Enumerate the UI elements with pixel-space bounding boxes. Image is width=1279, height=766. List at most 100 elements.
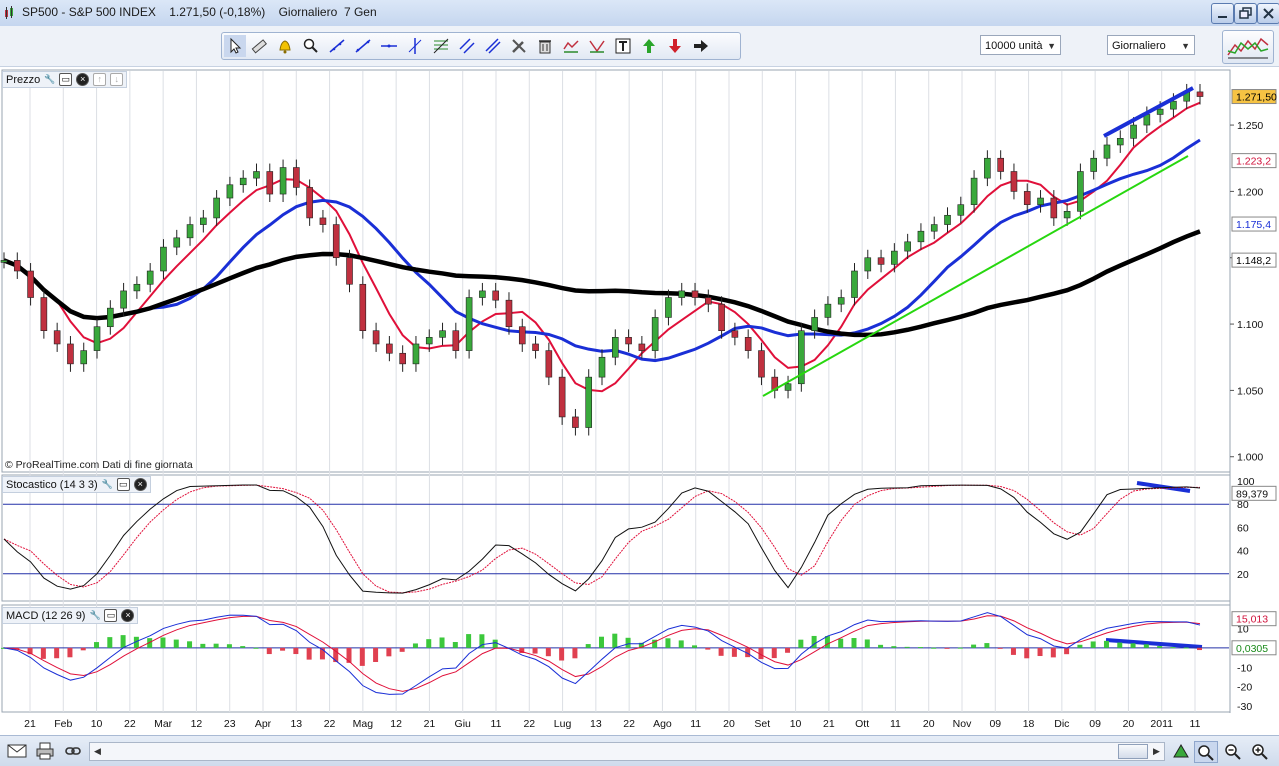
candle-body: [705, 297, 712, 305]
candle-body: [465, 297, 473, 351]
indicators-panel-button[interactable]: [1222, 30, 1274, 64]
trend-line-tool-button[interactable]: [352, 35, 374, 57]
horizontal-line-tool-button[interactable]: [378, 35, 400, 57]
macd-histogram-bar: [200, 643, 206, 648]
pattern-button[interactable]: [586, 35, 608, 57]
macd-histogram-bar: [957, 647, 963, 649]
macd-histogram-bar: [811, 635, 817, 648]
macd-histogram-bar: [253, 647, 259, 649]
close-icon[interactable]: ×: [133, 478, 147, 491]
text-tool-button[interactable]: [612, 35, 634, 57]
scroll-right-icon[interactable]: ▶: [1153, 746, 1160, 756]
candle-body: [1116, 138, 1124, 146]
time-axis-label: 11: [491, 718, 502, 730]
indicator-button[interactable]: [560, 35, 582, 57]
macd-histogram-bar: [758, 647, 764, 660]
move-down-icon[interactable]: ↓: [110, 73, 124, 86]
wrench-icon[interactable]: 🔧: [44, 74, 56, 84]
fibonacci-tool-button[interactable]: [430, 35, 452, 57]
macd-histogram-bar: [280, 647, 286, 651]
candle-body: [518, 326, 526, 345]
blue-trend-line[interactable]: [1103, 86, 1194, 138]
delete-button[interactable]: [534, 35, 556, 57]
close-icon[interactable]: ×: [121, 609, 135, 622]
scroll-left-icon[interactable]: ◀: [94, 746, 101, 756]
parallel-lines-tool-button[interactable]: [482, 35, 504, 57]
macd-histogram-bar: [1037, 647, 1043, 657]
link-button[interactable]: [62, 741, 84, 761]
zoom-tool-button[interactable]: [300, 35, 322, 57]
candle-body: [1010, 171, 1018, 192]
price-tag: [1231, 252, 1277, 268]
candle-body: [239, 177, 247, 186]
candle-body: [877, 257, 885, 265]
candle-body: [160, 246, 167, 272]
pointer-tool-button[interactable]: [224, 35, 246, 57]
candle-body: [226, 184, 234, 199]
alarm-tool-button[interactable]: [274, 35, 296, 57]
print-button[interactable]: [34, 741, 56, 761]
macd-histogram-bar: [346, 647, 352, 663]
macd-histogram-bar: [1, 647, 6, 649]
wrench-icon[interactable]: 🔧: [101, 479, 113, 489]
price-panel[interactable]: [1, 69, 1231, 473]
scroll-thumb[interactable]: [1118, 744, 1148, 759]
mail-button[interactable]: [6, 741, 28, 761]
envelope-icon: [7, 744, 27, 758]
window-icon[interactable]: ▭: [116, 478, 130, 491]
horizontal-scrollbar[interactable]: ◀ ▶: [89, 742, 1165, 761]
zoom-fit-button[interactable]: [1194, 741, 1218, 763]
buy-order-button[interactable]: [638, 35, 660, 57]
sell-order-button[interactable]: [664, 35, 686, 57]
candle-body: [200, 217, 207, 225]
autoscroll-button[interactable]: [1170, 741, 1192, 761]
ruler-tool-button[interactable]: [248, 35, 270, 57]
close-icon[interactable]: ×: [76, 73, 90, 86]
stochastic-panel[interactable]: [1, 474, 1231, 602]
time-axis-label: Feb: [54, 718, 72, 730]
time-axis-label: Mar: [154, 718, 173, 730]
restore-button[interactable]: [1234, 3, 1257, 24]
macd-histogram-bar: [678, 640, 684, 648]
macd-histogram-bar: [107, 637, 113, 648]
vertical-line-tool-button[interactable]: [404, 35, 426, 57]
macd-histogram-bar: [386, 647, 392, 657]
macd-histogram-bar: [466, 634, 472, 648]
candle-body: [279, 167, 287, 195]
channel-tool-button[interactable]: [456, 35, 478, 57]
macd-histogram-bar: [1197, 647, 1202, 651]
status-bar: ◀ ▶: [0, 735, 1279, 766]
wrench-icon[interactable]: 🔧: [89, 610, 101, 620]
macd-histogram-bar: [27, 647, 33, 655]
macd-histogram-bar: [240, 646, 246, 648]
candle-body: [598, 356, 606, 378]
macd-histogram-bar: [479, 634, 485, 648]
channel-icon: [459, 38, 475, 54]
macd-divergence-line[interactable]: [1105, 638, 1203, 649]
tools-button[interactable]: [508, 35, 530, 57]
candle-body: [904, 241, 911, 252]
price-tag-label: 1.271,50: [1236, 92, 1277, 104]
zoom-out-button[interactable]: [1222, 741, 1244, 761]
candle-body: [758, 350, 765, 378]
zoom-in-button[interactable]: [1249, 741, 1271, 761]
candle-body: [891, 250, 898, 265]
candle-body: [625, 337, 632, 345]
period-select[interactable]: Giornaliero ▼: [1107, 35, 1195, 55]
window-icon[interactable]: ▭: [59, 73, 73, 86]
line-tool-button[interactable]: [326, 35, 348, 57]
candle-body: [585, 376, 593, 428]
stoch-divergence-line[interactable]: [1136, 481, 1191, 493]
window-icon[interactable]: ▭: [104, 609, 118, 622]
macd-histogram-bar: [798, 639, 804, 648]
quantity-select[interactable]: 10000 unità ▼: [980, 35, 1061, 55]
exit-order-button[interactable]: [690, 35, 712, 57]
price-tick-label: 1.000: [1237, 452, 1263, 464]
minimize-button[interactable]: [1211, 3, 1234, 24]
close-button[interactable]: [1257, 3, 1279, 24]
move-up-icon[interactable]: ↑: [93, 73, 107, 86]
macd-histogram-bar: [1024, 647, 1030, 659]
green-trend-line[interactable]: [762, 155, 1189, 397]
macd-panel[interactable]: [1, 604, 1231, 713]
time-axis-label: 22: [623, 718, 635, 730]
